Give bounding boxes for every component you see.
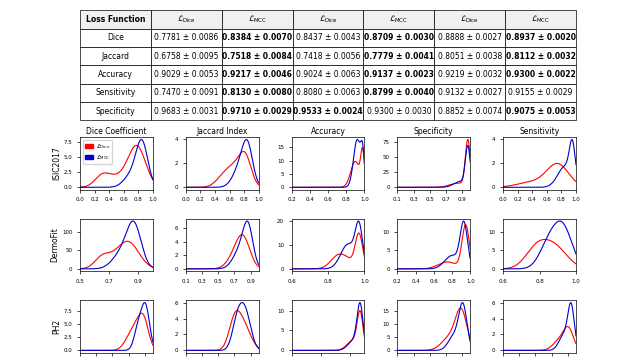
- Title: Accuracy: Accuracy: [310, 127, 346, 136]
- Legend: $\mathcal{L}_{\mathrm{Dice}}$, $\mathcal{L}_{\mathrm{MCC}}$: $\mathcal{L}_{\mathrm{Dice}}$, $\mathcal…: [83, 140, 112, 164]
- Y-axis label: ISIC2017: ISIC2017: [52, 147, 61, 180]
- Y-axis label: DermoFit: DermoFit: [50, 228, 59, 262]
- Y-axis label: PH2: PH2: [52, 319, 61, 334]
- Title: Sensitivity: Sensitivity: [520, 127, 559, 136]
- Title: Specificity: Specificity: [414, 127, 454, 136]
- Title: Dice Coefficient: Dice Coefficient: [86, 127, 147, 136]
- Title: Jaccard Index: Jaccard Index: [196, 127, 248, 136]
